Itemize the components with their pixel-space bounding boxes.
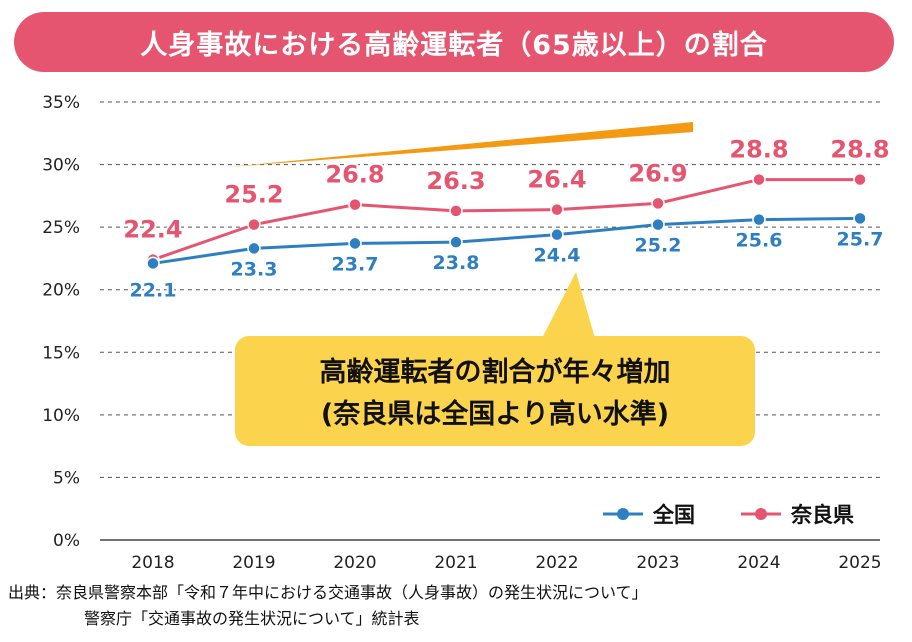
x-tick-label: 2023 (636, 553, 679, 573)
data-label: 26.3 (426, 167, 485, 195)
data-point (449, 235, 463, 249)
callout-background (235, 336, 755, 446)
x-tick-label: 2019 (232, 553, 275, 573)
data-label: 25.7 (837, 228, 884, 250)
data-label: 22.4 (123, 216, 182, 244)
x-tick-label: 2024 (737, 553, 780, 573)
y-tick-label: 10% (42, 406, 80, 426)
data-point (752, 212, 766, 227)
data-point (247, 217, 261, 232)
callout-box: 高齢運転者の割合が年々増加 (奈良県は全国より高い水準) (235, 272, 755, 446)
series-national: 22.1 23.3 23.7 23.8 24.4 25.2 25.6 25.7 (128, 211, 885, 303)
data-point (550, 202, 564, 217)
data-label: 26.4 (527, 166, 586, 194)
x-tick-label: 2020 (333, 553, 376, 573)
legend-label: 全国 (652, 503, 695, 527)
callout-pointer (540, 272, 596, 342)
grid-lines (100, 101, 880, 541)
series-line (152, 216, 861, 265)
data-point (449, 204, 463, 218)
legend-label: 奈良県 (790, 503, 854, 527)
data-point (651, 196, 665, 211)
data-label: 23.3 (231, 258, 278, 280)
data-label: 23.7 (332, 253, 379, 275)
data-label: 22.1 (130, 279, 177, 301)
y-axis-ticks: 0% 5% 10% 15% 20% 25% 30% 35% (42, 93, 80, 551)
source-line2: 警察庁「交通事故の発生状況について」統計表 (84, 609, 420, 628)
data-label: 24.4 (534, 245, 581, 267)
x-tick-label: 2018 (131, 553, 174, 573)
data-point (348, 197, 362, 212)
y-tick-label: 25% (42, 218, 80, 238)
data-point (853, 172, 867, 187)
y-tick-label: 20% (42, 281, 80, 301)
y-tick-label: 0% (53, 531, 80, 551)
data-point (550, 227, 564, 242)
legend-marker (617, 508, 629, 520)
x-tick-label: 2025 (838, 553, 881, 573)
data-label: 26.8 (325, 161, 384, 189)
trend-arrow-icon (228, 85, 693, 167)
x-tick-label: 2021 (434, 553, 477, 573)
data-point (651, 217, 665, 232)
source-line1: 出典：奈良県警察本部「令和７年中における交通事故（人身事故）の発生状況について」 (8, 583, 648, 602)
data-label: 28.8 (729, 136, 788, 164)
data-label: 25.2 (224, 181, 283, 209)
data-point (752, 172, 766, 187)
data-point (247, 241, 261, 256)
y-tick-label: 15% (42, 343, 80, 363)
source-note: 出典：奈良県警察本部「令和７年中における交通事故（人身事故）の発生状況について」… (8, 580, 648, 632)
callout-line1: 高齢運転者の割合が年々増加 (320, 356, 671, 388)
data-label: 23.8 (433, 252, 480, 274)
data-label: 25.6 (736, 230, 783, 252)
callout-line2: (奈良県は全国より高い水準) (321, 398, 669, 430)
y-tick-label: 30% (42, 156, 80, 176)
series-nara: 22.4 25.2 26.8 26.3 26.4 26.9 28.8 28.8 (121, 134, 892, 267)
legend-marker (755, 508, 767, 520)
data-point (348, 236, 362, 251)
y-tick-label: 5% (53, 468, 80, 488)
data-label: 26.9 (628, 159, 687, 187)
chart-title: 人身事故における高齢運転者（65歳以上）の割合 (14, 12, 894, 72)
x-axis-ticks: 2018 2019 2020 2021 2022 2023 2024 2025 (131, 553, 881, 573)
data-label: 28.8 (830, 136, 889, 164)
y-tick-label: 35% (42, 93, 80, 113)
data-point (146, 256, 160, 271)
data-label: 25.2 (635, 235, 682, 257)
x-tick-label: 2022 (535, 553, 578, 573)
data-point (853, 211, 867, 226)
series-line (152, 178, 860, 262)
legend: 全国 奈良県 (603, 503, 854, 527)
